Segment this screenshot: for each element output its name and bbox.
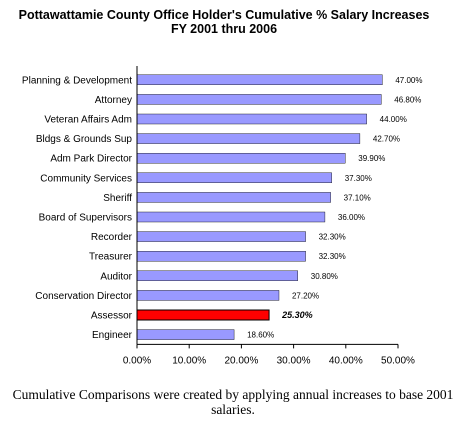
data-label: 46.80% xyxy=(394,95,421,104)
category-label: Auditor xyxy=(100,271,132,282)
bar xyxy=(136,231,306,242)
category-label: Treasurer xyxy=(89,252,133,263)
data-label: 39.90% xyxy=(358,154,385,163)
data-label: 32.30% xyxy=(319,233,346,242)
data-label: 47.00% xyxy=(395,76,422,85)
bar xyxy=(136,270,298,281)
category-label: Recorder xyxy=(91,232,133,243)
bar xyxy=(136,329,235,340)
category-label: Assessor xyxy=(91,311,133,322)
data-label: 30.80% xyxy=(311,272,338,281)
category-label: Veteran Affairs Adm xyxy=(44,115,132,126)
category-label: Adm Park Director xyxy=(50,154,132,165)
bar xyxy=(136,192,331,203)
bar xyxy=(136,172,332,184)
bar xyxy=(136,74,383,86)
x-tick-label: 30.00% xyxy=(277,355,311,366)
bar xyxy=(136,133,361,144)
data-label: 37.10% xyxy=(344,193,371,202)
category-label: Community Services xyxy=(40,173,132,184)
x-tick-label: 50.00% xyxy=(381,355,415,366)
chart-title: Pottawattamie County Office Holder's Cum… xyxy=(18,8,430,22)
category-label: Conservation Director xyxy=(35,291,132,302)
category-label: Bldgs & Grounds Sup xyxy=(36,134,133,145)
data-label: 44.00% xyxy=(380,115,407,124)
footnote: Cumulative Comparisons were created by a… xyxy=(12,387,454,417)
bar xyxy=(136,211,326,223)
x-tick-label: 0.00% xyxy=(123,355,151,366)
bar xyxy=(136,94,382,105)
category-label: Planning & Development xyxy=(22,75,132,86)
bar xyxy=(136,250,306,262)
bar xyxy=(136,113,367,125)
bar xyxy=(136,152,346,164)
category-label: Sheriff xyxy=(103,193,132,204)
chart-subtitle: FY 2001 thru 2006 xyxy=(170,22,278,36)
x-tick-label: 10.00% xyxy=(172,355,206,366)
data-label: 18.60% xyxy=(247,331,274,340)
bar xyxy=(136,309,270,321)
x-tick-label: 20.00% xyxy=(224,355,258,366)
data-label: 37.30% xyxy=(345,174,372,183)
category-label: Attorney xyxy=(95,95,132,106)
category-label: Board of Supervisors xyxy=(39,213,132,224)
data-label: 25.30% xyxy=(281,310,313,320)
bar xyxy=(136,290,280,301)
x-tick-label: 40.00% xyxy=(329,355,363,366)
category-label: Engineer xyxy=(92,330,133,341)
data-label: 32.30% xyxy=(319,252,346,261)
data-label: 42.70% xyxy=(373,135,400,144)
data-label: 27.20% xyxy=(292,291,319,300)
data-label: 36.00% xyxy=(338,213,365,222)
